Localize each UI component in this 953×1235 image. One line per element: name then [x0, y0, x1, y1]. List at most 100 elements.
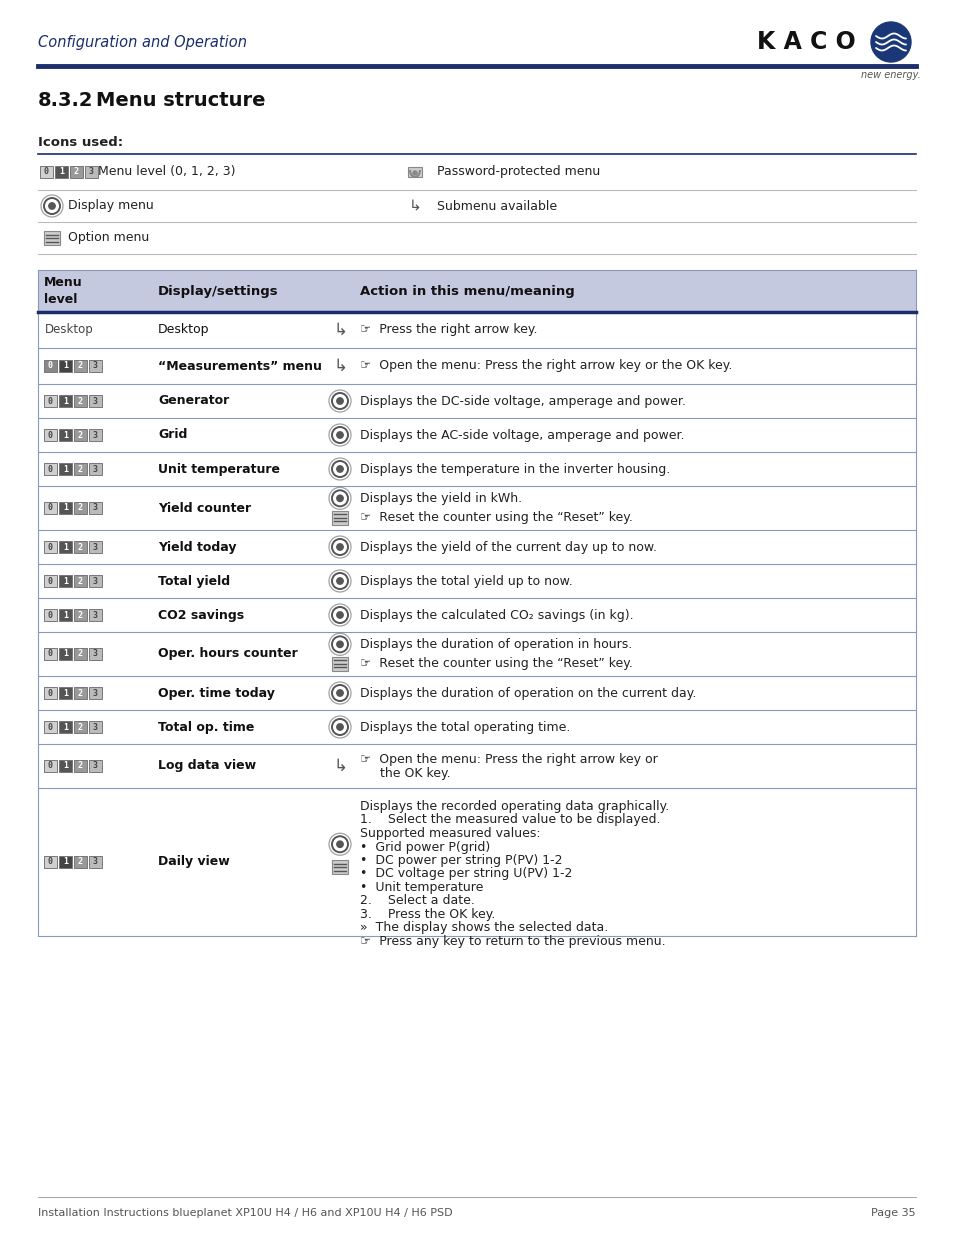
Bar — [74, 609, 87, 621]
Text: 3: 3 — [92, 722, 98, 731]
Text: 2: 2 — [78, 396, 83, 405]
Bar — [44, 395, 57, 408]
Bar — [74, 760, 87, 772]
Text: Yield today: Yield today — [158, 541, 236, 553]
Bar — [89, 359, 102, 372]
Bar — [89, 760, 102, 772]
Text: Installation Instructions blueplanet XP10U H4 / H6 and XP10U H4 / H6 PSD: Installation Instructions blueplanet XP1… — [38, 1208, 452, 1218]
Text: 3: 3 — [92, 504, 98, 513]
Text: 2: 2 — [74, 168, 79, 177]
Text: ↳: ↳ — [408, 199, 421, 214]
Text: ☞  Reset the counter using the “Reset” key.: ☞ Reset the counter using the “Reset” ke… — [359, 511, 632, 524]
Text: 1: 1 — [63, 577, 68, 585]
Text: Display/settings: Display/settings — [158, 284, 278, 298]
Bar — [40, 165, 53, 178]
Text: Display menu: Display menu — [68, 200, 153, 212]
Bar — [55, 165, 68, 178]
Text: Displays the temperature in the inverter housing.: Displays the temperature in the inverter… — [359, 462, 670, 475]
Text: 0: 0 — [48, 362, 53, 370]
Circle shape — [870, 22, 910, 62]
Text: ☞  Press any key to return to the previous menu.: ☞ Press any key to return to the previou… — [359, 935, 665, 948]
Bar — [74, 687, 87, 699]
Text: 3: 3 — [92, 396, 98, 405]
Text: Action in this menu/meaning: Action in this menu/meaning — [359, 284, 574, 298]
Text: ↳: ↳ — [333, 321, 347, 338]
Text: “Measurements” menu: “Measurements” menu — [158, 359, 321, 373]
Text: Daily view: Daily view — [158, 856, 230, 868]
Text: •  DC power per string P(PV) 1-2: • DC power per string P(PV) 1-2 — [359, 853, 562, 867]
Text: •  Unit temperature: • Unit temperature — [359, 881, 483, 894]
Bar — [89, 395, 102, 408]
Text: Total yield: Total yield — [158, 574, 230, 588]
Text: •  Grid power P(grid): • Grid power P(grid) — [359, 841, 490, 853]
Text: 3: 3 — [92, 542, 98, 552]
Bar — [74, 541, 87, 553]
Text: Desktop: Desktop — [45, 324, 93, 336]
Bar — [74, 648, 87, 659]
Circle shape — [49, 203, 55, 209]
Text: ☞  Open the menu: Press the right arrow key or: ☞ Open the menu: Press the right arrow k… — [359, 752, 657, 766]
Text: 1: 1 — [63, 722, 68, 731]
Text: 0: 0 — [48, 577, 53, 585]
Circle shape — [336, 724, 343, 730]
Text: 0: 0 — [44, 168, 49, 177]
Text: 1: 1 — [63, 464, 68, 473]
Bar — [89, 856, 102, 868]
Text: Submenu available: Submenu available — [436, 200, 557, 212]
Text: 2: 2 — [78, 688, 83, 698]
Bar — [59, 609, 71, 621]
Text: Displays the yield in kWh.: Displays the yield in kWh. — [359, 492, 521, 505]
Text: 1.    Select the measured value to be displayed.: 1. Select the measured value to be displ… — [359, 814, 659, 826]
Text: Displays the total yield up to now.: Displays the total yield up to now. — [359, 574, 572, 588]
Text: 3.    Press the OK key.: 3. Press the OK key. — [359, 908, 495, 921]
Circle shape — [336, 398, 343, 404]
Bar — [59, 429, 71, 441]
Text: Total op. time: Total op. time — [158, 720, 254, 734]
Bar — [59, 463, 71, 475]
Bar — [74, 395, 87, 408]
Bar — [59, 648, 71, 659]
Bar — [59, 856, 71, 868]
Bar — [44, 576, 57, 587]
Text: Password-protected menu: Password-protected menu — [436, 165, 599, 179]
Bar — [44, 463, 57, 475]
Text: 2: 2 — [78, 464, 83, 473]
Text: the OK key.: the OK key. — [359, 767, 450, 779]
Text: 3: 3 — [92, 650, 98, 658]
Text: 1: 1 — [59, 168, 64, 177]
Bar — [332, 860, 348, 874]
Text: »  The display shows the selected data.: » The display shows the selected data. — [359, 921, 608, 935]
Bar — [44, 856, 57, 868]
Bar — [59, 576, 71, 587]
Text: 2: 2 — [78, 362, 83, 370]
Text: 1: 1 — [63, 431, 68, 440]
Text: Oper. hours counter: Oper. hours counter — [158, 647, 297, 661]
Bar — [89, 541, 102, 553]
Bar — [74, 856, 87, 868]
Text: Displays the total operating time.: Displays the total operating time. — [359, 720, 570, 734]
Text: 8.3.2: 8.3.2 — [38, 91, 93, 110]
Bar — [89, 576, 102, 587]
Bar — [44, 501, 57, 514]
Text: 2: 2 — [78, 722, 83, 731]
Circle shape — [336, 578, 343, 584]
Text: Menu level (0, 1, 2, 3): Menu level (0, 1, 2, 3) — [98, 165, 235, 179]
Text: Displays the AC-side voltage, amperage and power.: Displays the AC-side voltage, amperage a… — [359, 429, 684, 441]
Bar — [89, 687, 102, 699]
Bar — [74, 429, 87, 441]
Text: 0: 0 — [48, 722, 53, 731]
Bar — [59, 687, 71, 699]
Bar — [59, 501, 71, 514]
Text: 0: 0 — [48, 688, 53, 698]
Circle shape — [336, 432, 343, 438]
Bar — [74, 501, 87, 514]
Text: 2: 2 — [78, 577, 83, 585]
Text: 3: 3 — [92, 464, 98, 473]
Text: 3: 3 — [92, 857, 98, 867]
Text: 3: 3 — [89, 168, 94, 177]
Text: ☞  Open the menu: Press the right arrow key or the OK key.: ☞ Open the menu: Press the right arrow k… — [359, 359, 732, 373]
Text: ☞  Press the right arrow key.: ☞ Press the right arrow key. — [359, 324, 537, 336]
Circle shape — [336, 690, 343, 697]
Bar — [89, 609, 102, 621]
Text: 2: 2 — [78, 504, 83, 513]
